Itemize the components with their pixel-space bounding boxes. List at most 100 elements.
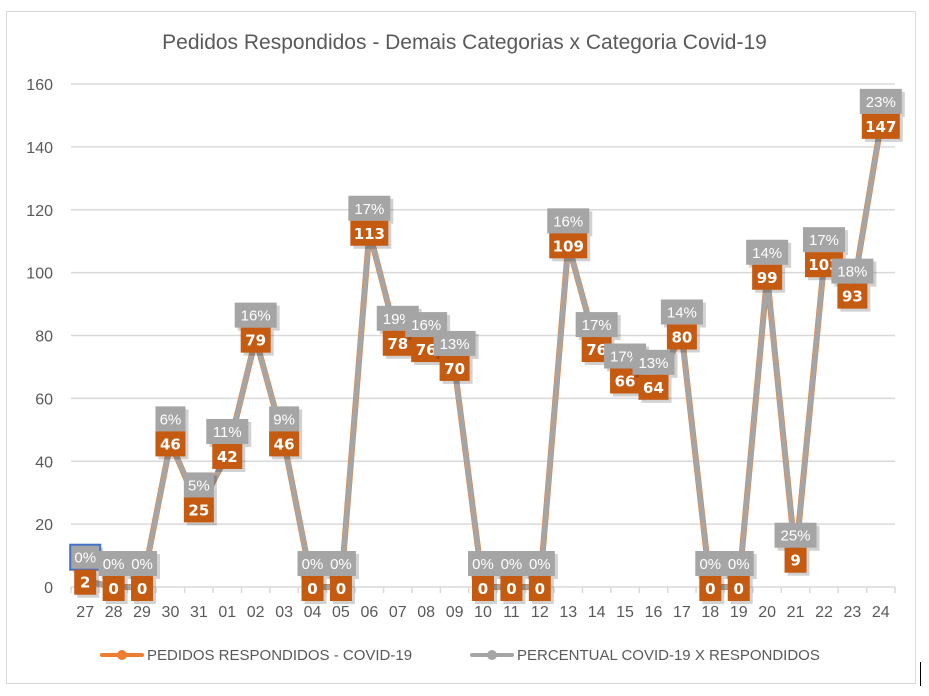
y-tick-label: 60 bbox=[35, 391, 53, 408]
data-label-value[interactable]: 0 bbox=[329, 576, 355, 604]
data-label-percent-text: 9% bbox=[273, 411, 295, 428]
data-label-percent[interactable]: 0% bbox=[723, 551, 757, 579]
x-tick-label: 22 bbox=[815, 604, 833, 621]
x-tick-label: 03 bbox=[275, 604, 293, 621]
data-label-percent[interactable]: 5% bbox=[183, 472, 217, 501]
x-tick-label: 14 bbox=[588, 604, 606, 621]
data-label-percent[interactable]: 18% bbox=[831, 258, 877, 287]
data-label-value[interactable]: 79 bbox=[240, 327, 274, 356]
data-label-value[interactable]: 0 bbox=[727, 576, 753, 604]
data-label-percent[interactable]: 0% bbox=[69, 543, 104, 573]
data-label-percent[interactable]: 0% bbox=[468, 551, 501, 579]
x-tick-label: 18 bbox=[701, 604, 719, 621]
data-label-percent[interactable]: 6% bbox=[155, 406, 189, 435]
data-label-value[interactable]: 99 bbox=[752, 264, 786, 293]
data-label-percent[interactable]: 11% bbox=[206, 418, 252, 447]
data-label-value-text: 2 bbox=[80, 574, 90, 592]
data-label-percent[interactable]: 13% bbox=[433, 330, 479, 359]
data-label-value[interactable]: 66 bbox=[610, 368, 644, 397]
data-label-value[interactable]: 25 bbox=[183, 497, 217, 526]
data-label-value-text: 78 bbox=[387, 335, 408, 353]
data-label-percent[interactable]: 17% bbox=[604, 343, 650, 372]
data-label-percent[interactable]: 0% bbox=[297, 551, 331, 579]
data-label-value-text: 66 bbox=[615, 373, 636, 391]
data-label-percent[interactable]: 17% bbox=[348, 195, 394, 224]
data-label-value[interactable]: 9 bbox=[784, 547, 810, 576]
data-label-percent[interactable]: 13% bbox=[632, 349, 678, 378]
data-label-value[interactable]: 46 bbox=[269, 431, 303, 460]
data-label-percent[interactable]: 0% bbox=[98, 551, 132, 579]
data-label-value-text: 113 bbox=[354, 225, 385, 243]
data-label-value[interactable]: 70 bbox=[439, 355, 473, 384]
data-label-percent[interactable]: 0% bbox=[524, 551, 558, 579]
data-label-value[interactable]: 0 bbox=[131, 576, 157, 604]
chart-title[interactable]: Pedidos Respondidos - Demais Categorias … bbox=[162, 31, 767, 54]
data-label-value-text: 0 bbox=[137, 580, 147, 598]
data-label-percent[interactable]: 0% bbox=[127, 551, 161, 579]
data-label-value[interactable]: 2 bbox=[74, 569, 100, 598]
data-label-value-text: 25 bbox=[188, 501, 209, 519]
data-label-percent[interactable]: 0% bbox=[695, 551, 729, 579]
x-tick-label: 30 bbox=[162, 604, 180, 621]
y-tick-label: 120 bbox=[26, 203, 53, 220]
data-label-value[interactable]: 0 bbox=[500, 576, 526, 604]
data-label-percent[interactable]: 17% bbox=[575, 312, 621, 341]
data-label-value[interactable]: 64 bbox=[638, 374, 672, 403]
data-label-value[interactable]: 0 bbox=[528, 576, 554, 604]
data-label-value-text: 0 bbox=[705, 580, 715, 598]
data-label-value-text: 0 bbox=[336, 580, 346, 598]
x-tick-label: 15 bbox=[616, 604, 634, 621]
data-label-value[interactable]: 46 bbox=[155, 431, 189, 460]
data-label-value[interactable]: 109 bbox=[549, 233, 591, 262]
data-label-value[interactable]: 0 bbox=[102, 576, 128, 604]
data-label-value-text: 93 bbox=[842, 288, 863, 306]
x-tick-label: 01 bbox=[218, 604, 236, 621]
data-label-value-text: 147 bbox=[865, 118, 896, 136]
data-label-value[interactable]: 0 bbox=[699, 576, 725, 604]
data-label-percent[interactable]: 16% bbox=[547, 208, 593, 237]
legend-item-pedidos[interactable]: PEDIDOS RESPONDIDOS - COVID-19 bbox=[100, 644, 412, 666]
data-label-value-text: 0 bbox=[535, 580, 545, 598]
data-label-value-text: 9 bbox=[790, 552, 800, 570]
data-label-value[interactable]: 80 bbox=[666, 324, 700, 353]
x-tick-label: 28 bbox=[105, 604, 123, 621]
data-label-percent[interactable]: 9% bbox=[269, 406, 303, 435]
data-label-percent[interactable]: 14% bbox=[660, 299, 706, 328]
data-label-value[interactable]: 0 bbox=[301, 576, 327, 604]
x-tick-label: 16 bbox=[645, 604, 663, 621]
data-label-percent[interactable]: 25% bbox=[774, 522, 820, 551]
data-label-percent-text: 16% bbox=[553, 213, 583, 230]
data-label-percent[interactable]: 14% bbox=[746, 239, 792, 268]
y-tick-label: 140 bbox=[26, 140, 53, 157]
x-tick-label: 05 bbox=[332, 604, 350, 621]
data-label-percent-text: 0% bbox=[501, 556, 523, 573]
data-label-value[interactable]: 93 bbox=[837, 283, 871, 312]
x-tick-label: 06 bbox=[360, 604, 378, 621]
data-label-percent[interactable]: 16% bbox=[405, 312, 451, 341]
data-label-percent-text: 0% bbox=[529, 556, 551, 573]
data-label-value[interactable]: 113 bbox=[350, 220, 392, 249]
data-label-percent-text: 16% bbox=[241, 308, 271, 325]
legend[interactable]: PEDIDOS RESPONDIDOS - COVID-19 PERCENTUA… bbox=[0, 644, 929, 666]
data-label-value-text: 76 bbox=[586, 341, 607, 359]
data-label-percent-text: 6% bbox=[160, 411, 182, 428]
x-tick-label: 02 bbox=[247, 604, 265, 621]
data-label-value-text: 0 bbox=[478, 580, 488, 598]
data-label-percent[interactable]: 16% bbox=[234, 302, 280, 331]
data-label-value[interactable]: 147 bbox=[861, 113, 903, 142]
data-label-percent[interactable]: 0% bbox=[496, 551, 530, 579]
y-tick-label: 100 bbox=[26, 266, 53, 283]
y-axis: 0 20 40 60 80 100 120 140 160 bbox=[26, 77, 53, 597]
data-label-percent-text: 23% bbox=[866, 94, 896, 111]
data-label-value[interactable]: 0 bbox=[472, 576, 497, 604]
data-label-value[interactable]: 42 bbox=[212, 443, 246, 472]
x-tick-label: 19 bbox=[730, 604, 748, 621]
data-label-percent[interactable]: 0% bbox=[325, 551, 359, 579]
data-label-percent-text: 17% bbox=[809, 232, 839, 249]
data-label-percent[interactable]: 17% bbox=[802, 227, 848, 256]
data-label-percent[interactable]: 23% bbox=[859, 88, 905, 117]
data-label-percent-text: 18% bbox=[837, 264, 867, 281]
legend-swatch-orange-line-icon bbox=[100, 644, 144, 666]
legend-item-percentual[interactable]: PERCENTUAL COVID-19 X RESPONDIDOS bbox=[470, 644, 820, 666]
